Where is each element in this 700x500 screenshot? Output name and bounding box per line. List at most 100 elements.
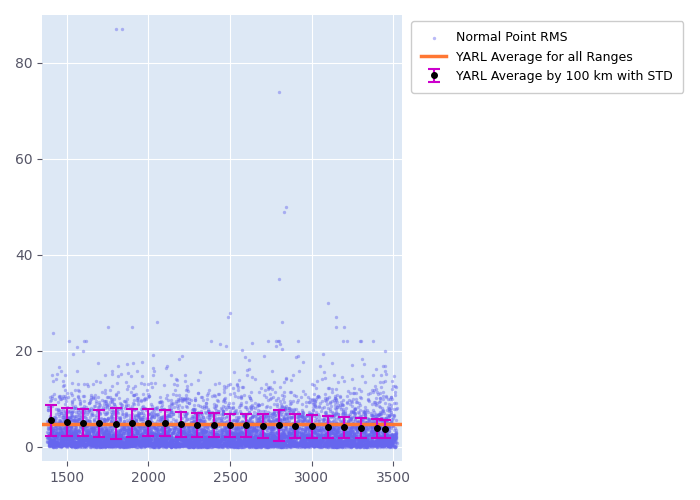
Normal Point RMS — [160, 435, 171, 443]
Normal Point RMS — [288, 431, 300, 439]
Normal Point RMS — [335, 440, 346, 448]
Normal Point RMS — [254, 414, 265, 422]
Normal Point RMS — [334, 437, 345, 445]
Normal Point RMS — [224, 441, 235, 449]
Normal Point RMS — [97, 440, 108, 448]
Normal Point RMS — [113, 436, 125, 444]
Normal Point RMS — [120, 436, 132, 444]
Normal Point RMS — [230, 434, 241, 442]
Normal Point RMS — [356, 417, 368, 425]
Normal Point RMS — [314, 438, 326, 446]
Normal Point RMS — [219, 434, 230, 442]
Normal Point RMS — [285, 430, 296, 438]
Normal Point RMS — [136, 436, 148, 444]
Normal Point RMS — [298, 436, 309, 444]
Normal Point RMS — [50, 442, 61, 450]
Normal Point RMS — [353, 436, 364, 444]
Normal Point RMS — [261, 442, 272, 450]
Normal Point RMS — [60, 426, 71, 434]
Normal Point RMS — [335, 438, 346, 446]
Normal Point RMS — [274, 436, 286, 444]
Normal Point RMS — [260, 433, 272, 441]
Normal Point RMS — [152, 430, 163, 438]
Normal Point RMS — [46, 438, 57, 446]
Normal Point RMS — [237, 411, 248, 419]
Normal Point RMS — [236, 442, 247, 450]
Normal Point RMS — [302, 431, 313, 439]
Normal Point RMS — [79, 434, 90, 442]
Normal Point RMS — [331, 432, 342, 440]
Normal Point RMS — [314, 438, 325, 446]
Normal Point RMS — [260, 440, 272, 448]
Normal Point RMS — [318, 425, 330, 433]
Normal Point RMS — [370, 414, 382, 422]
Normal Point RMS — [262, 428, 273, 436]
Normal Point RMS — [209, 418, 220, 426]
Normal Point RMS — [202, 434, 214, 442]
Normal Point RMS — [230, 432, 241, 440]
Normal Point RMS — [192, 443, 203, 451]
Normal Point RMS — [81, 439, 92, 447]
Normal Point RMS — [347, 428, 358, 436]
Normal Point RMS — [147, 431, 158, 439]
Normal Point RMS — [223, 440, 234, 448]
Normal Point RMS — [46, 436, 57, 444]
Normal Point RMS — [338, 416, 349, 424]
Normal Point RMS — [323, 440, 334, 448]
Normal Point RMS — [56, 435, 67, 443]
Normal Point RMS — [167, 440, 178, 448]
Normal Point RMS — [374, 431, 385, 439]
Normal Point RMS — [358, 438, 369, 446]
Normal Point RMS — [241, 419, 252, 427]
Normal Point RMS — [76, 409, 87, 417]
Normal Point RMS — [194, 442, 205, 450]
Normal Point RMS — [307, 438, 318, 446]
Normal Point RMS — [156, 416, 167, 424]
Normal Point RMS — [355, 441, 366, 449]
Normal Point RMS — [56, 436, 67, 444]
Normal Point RMS — [146, 441, 157, 449]
Normal Point RMS — [95, 441, 106, 449]
Normal Point RMS — [193, 434, 204, 442]
Normal Point RMS — [61, 434, 72, 442]
Normal Point RMS — [253, 440, 265, 448]
Normal Point RMS — [142, 426, 153, 434]
Normal Point RMS — [56, 438, 67, 446]
Normal Point RMS — [172, 427, 183, 435]
Normal Point RMS — [122, 436, 134, 444]
Normal Point RMS — [129, 442, 140, 450]
Normal Point RMS — [260, 440, 271, 448]
Normal Point RMS — [248, 425, 259, 433]
Normal Point RMS — [374, 408, 385, 416]
Normal Point RMS — [253, 410, 264, 418]
Normal Point RMS — [323, 440, 334, 448]
Normal Point RMS — [279, 422, 290, 430]
Normal Point RMS — [223, 424, 235, 432]
Normal Point RMS — [102, 442, 113, 450]
Normal Point RMS — [231, 430, 242, 438]
Normal Point RMS — [340, 427, 351, 435]
Normal Point RMS — [257, 438, 268, 446]
Normal Point RMS — [115, 414, 126, 422]
Normal Point RMS — [215, 440, 226, 448]
Normal Point RMS — [148, 442, 160, 450]
Normal Point RMS — [377, 423, 388, 431]
Normal Point RMS — [259, 438, 270, 446]
Normal Point RMS — [98, 428, 109, 436]
Normal Point RMS — [263, 435, 274, 443]
Normal Point RMS — [239, 436, 250, 444]
Normal Point RMS — [89, 442, 100, 450]
Normal Point RMS — [186, 440, 197, 448]
Normal Point RMS — [136, 430, 147, 438]
Normal Point RMS — [287, 422, 298, 430]
Normal Point RMS — [211, 440, 222, 448]
Normal Point RMS — [184, 429, 195, 437]
Normal Point RMS — [276, 439, 288, 447]
Normal Point RMS — [186, 418, 197, 426]
Normal Point RMS — [317, 430, 328, 438]
Normal Point RMS — [97, 430, 108, 438]
Normal Point RMS — [386, 438, 398, 446]
Normal Point RMS — [264, 440, 275, 448]
Normal Point RMS — [83, 438, 94, 446]
Normal Point RMS — [152, 418, 163, 426]
